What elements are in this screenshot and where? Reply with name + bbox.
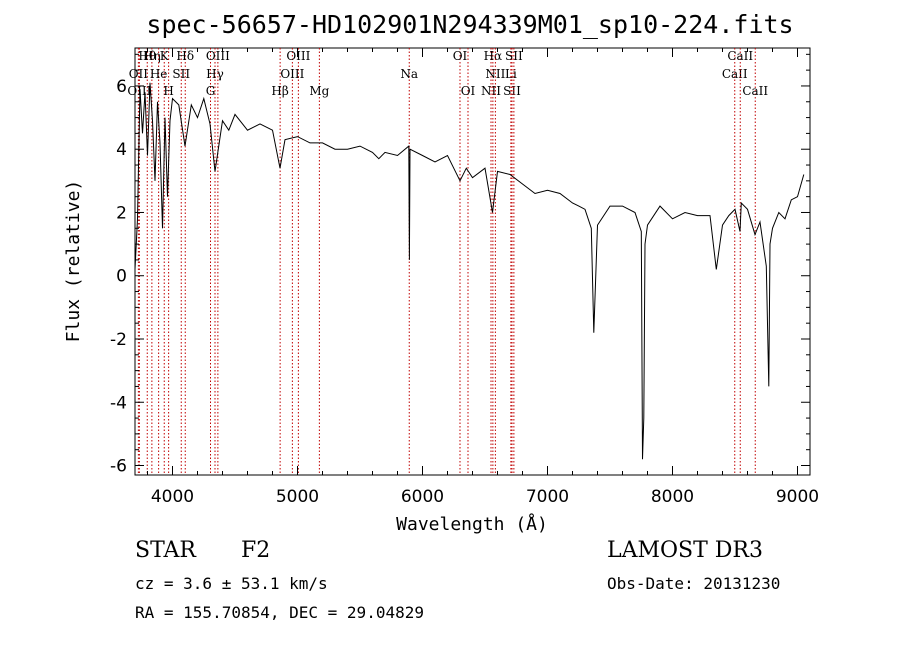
spectral-line-label: Hδ <box>176 49 194 63</box>
spectral-line-label: OIII <box>206 49 230 63</box>
spectral-line-label: Li <box>505 67 517 81</box>
spectral-line-label: G <box>206 84 216 98</box>
spectral-line-label: SII <box>505 49 523 63</box>
spectral-line-label: He <box>150 67 168 81</box>
spectral-line-label: Hα <box>484 49 503 63</box>
spectral-line-label: Na <box>400 67 418 81</box>
y-tick-label: 2 <box>116 203 127 223</box>
spectral-line-label: Mg <box>309 84 329 98</box>
spectral-line-label: CaII <box>722 67 748 81</box>
chart-title: spec-56657-HD102901N294339M01_sp10-224.f… <box>146 10 793 39</box>
x-tick-label: 6000 <box>401 487 444 507</box>
spectral-line-label: OIII <box>280 67 304 81</box>
y-axis-label: Flux (relative) <box>63 180 84 343</box>
x-axis: 4000 5000 6000 7000 8000 9000 <box>147 48 819 507</box>
y-tick-label: 0 <box>116 267 127 287</box>
spectral-line-label: OI <box>453 49 468 63</box>
spectral-line-label: NII <box>485 67 505 81</box>
spectral-line-label: K <box>160 49 170 63</box>
x-tick-label: 8000 <box>651 487 694 507</box>
plot-frame <box>134 47 811 476</box>
obs-date: Obs-Date: 20131230 <box>607 574 781 593</box>
x-tick-label: 4000 <box>151 487 194 507</box>
y-tick-label: -4 <box>110 393 127 413</box>
spectral-line-label: OIII <box>286 49 310 63</box>
y-tick-label: 6 <box>116 77 127 97</box>
spectral-line-label: SII <box>503 84 521 98</box>
spectral-line-label: OII <box>129 67 149 81</box>
spectral-lines: HθOIIOIIIHηHeKHSIIHδGHγOIIIHβOIIIOIIIMgN… <box>127 48 768 475</box>
y-axis: -6 -4 -2 0 2 4 6 <box>110 53 810 477</box>
object-subclass: F2 <box>241 538 271 563</box>
spectral-line-label: Hη <box>143 49 161 63</box>
spectral-line-label: CaII <box>742 84 768 98</box>
x-tick-label: 5000 <box>276 487 319 507</box>
spectral-line-label: Hβ <box>271 84 288 98</box>
x-tick-label: 7000 <box>526 487 569 507</box>
x-axis-label: Wavelength (Å) <box>396 513 548 535</box>
spectral-line-label: NII <box>481 84 501 98</box>
spectral-line-label: OI <box>461 84 476 98</box>
spectral-line-label: H <box>163 84 173 98</box>
x-tick-label: 9000 <box>776 487 819 507</box>
y-tick-label: 4 <box>116 140 127 160</box>
spectral-line-label: CaII <box>727 49 753 63</box>
spectral-line-label: Hγ <box>206 67 224 81</box>
object-class: STAR <box>135 538 196 563</box>
redshift-cz: cz = 3.6 ± 53.1 km/s <box>135 574 328 593</box>
spectral-line-label: SII <box>172 67 190 81</box>
y-tick-label: -2 <box>110 330 127 350</box>
survey-name: LAMOST DR3 <box>607 538 763 563</box>
flux-series-line <box>134 82 805 460</box>
ra-dec-coords: RA = 155.70854, DEC = 29.04829 <box>135 603 424 622</box>
y-tick-label: -6 <box>110 457 127 477</box>
spectrum-series <box>134 82 805 460</box>
